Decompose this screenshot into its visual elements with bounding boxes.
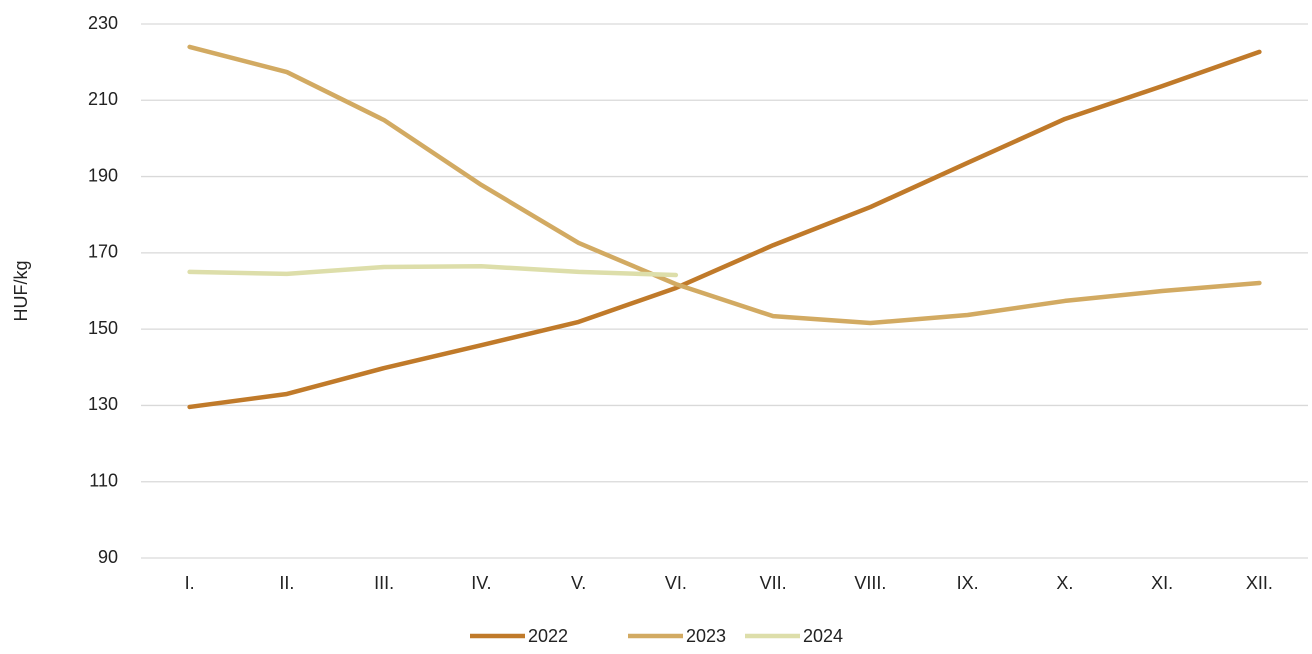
x-tick-label: XI. (1151, 573, 1173, 593)
legend-label: 2024 (803, 626, 843, 646)
x-tick-label: VI. (665, 573, 687, 593)
y-tick-label: 90 (98, 547, 118, 567)
y-axis-label: HUF/kg (11, 260, 31, 321)
x-tick-label: V. (571, 573, 586, 593)
x-tick-label: X. (1056, 573, 1073, 593)
y-tick-label: 230 (88, 13, 118, 33)
y-tick-label: 130 (88, 394, 118, 414)
y-tick-label: 170 (88, 242, 118, 262)
x-tick-label: III. (374, 573, 394, 593)
x-tick-label: I. (185, 573, 195, 593)
legend-label: 2023 (686, 626, 726, 646)
line-series (187, 44, 1262, 326)
x-tick-label: IV. (471, 573, 491, 593)
x-tick-label: VIII. (854, 573, 886, 593)
y-tick-label: 190 (88, 165, 118, 185)
x-tick-label: VII. (760, 573, 787, 593)
line-series (187, 263, 679, 278)
x-tick-label: IX. (957, 573, 979, 593)
legend-label: 2022 (528, 626, 568, 646)
y-tick-label: 150 (88, 318, 118, 338)
y-tick-label: 210 (88, 89, 118, 109)
line-series (187, 49, 1262, 410)
x-tick-label: II. (279, 573, 294, 593)
x-tick-label: XII. (1246, 573, 1273, 593)
y-tick-label: 110 (89, 470, 118, 490)
